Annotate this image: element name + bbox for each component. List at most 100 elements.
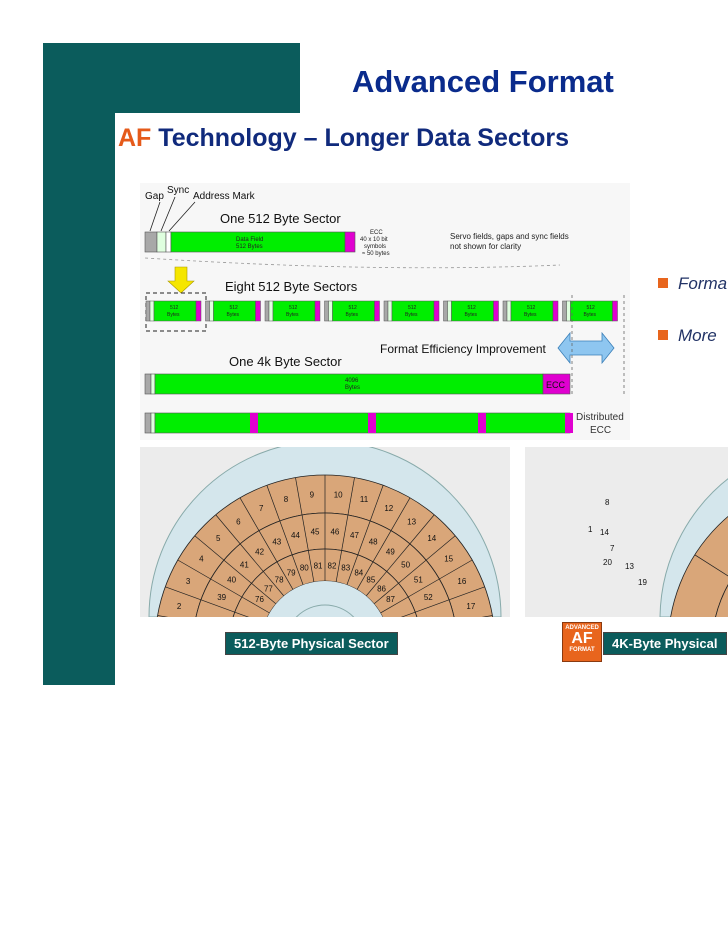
sector-number: 43 [272, 538, 281, 547]
data-field-bytes: 512 Bytes [236, 244, 263, 250]
bullet-item-1: Forma [658, 274, 727, 294]
small-sector-bytes: Bytes [465, 312, 478, 318]
small-sector-label: 512 [289, 305, 298, 311]
small-sector-bytes: Bytes [167, 312, 180, 318]
sector-number: 17 [466, 602, 475, 611]
small-sector-label: 512 [230, 305, 239, 311]
data-4096-label: 4096 [345, 378, 359, 384]
sector-number: 84 [354, 568, 363, 577]
sector-number: 15 [444, 554, 453, 563]
sector-number: 16 [457, 577, 466, 586]
small-sector-bytes: Bytes [227, 312, 240, 318]
sector-number: 7 [610, 544, 615, 553]
small-sector-bytes: Bytes [584, 312, 597, 318]
one-512-sector-label: One 512 Byte Sector [220, 211, 341, 226]
sector-number: 14 [600, 528, 609, 537]
sector-number: 46 [330, 527, 339, 536]
one-4k-sector-label: One 4k Byte Sector [229, 354, 342, 369]
bullet-item-2: More [658, 326, 717, 346]
sector-number: 44 [291, 531, 300, 540]
sector-number: 78 [275, 575, 284, 584]
sector-number: 13 [407, 517, 416, 526]
sector-number: 86 [377, 584, 386, 593]
small-sector-label: 512 [170, 305, 179, 311]
sector-number: 49 [386, 548, 395, 557]
sector-number: 87 [386, 595, 395, 604]
sector-number: 13 [625, 562, 634, 571]
sector-number: 39 [217, 593, 226, 602]
sector-number: 50 [401, 560, 410, 569]
sector-number: 79 [287, 568, 296, 577]
decorative-bar-top [115, 43, 300, 113]
sector-number: 41 [240, 560, 249, 569]
sector-number: 10 [334, 491, 343, 500]
sector-number: 83 [341, 564, 350, 573]
sector-number: 20 [603, 558, 612, 567]
sector-number: 8 [605, 498, 610, 507]
caption-512-byte: 512-Byte Physical Sector [225, 632, 398, 655]
sector-number: 45 [311, 527, 320, 536]
advanced-format-logo: ADVANCED AF FORMAT [562, 622, 602, 662]
sector-number: 82 [328, 561, 337, 570]
decorative-bar-left [43, 43, 115, 685]
sector-number: 80 [300, 564, 309, 573]
data-field-label: Data Field [236, 237, 263, 243]
sector-number: 1 [588, 525, 593, 534]
disk-4k-byte: 1 7 13 19 8 14 20 [588, 478, 728, 617]
ecc-note-line: ≈ 50 bytes [362, 251, 390, 257]
slide-title: Advanced Format [352, 64, 614, 99]
subtitle-rest: Technology – Longer Data Sectors [151, 124, 570, 152]
format-efficiency-label: Format Efficiency Improvement [380, 342, 546, 356]
ecc-label: ECC [546, 380, 566, 390]
slide-subtitle: AF Technology – Longer Data Sectors [118, 124, 569, 153]
eight-sector-row: 512Bytes512Bytes512Bytes512Bytes512Bytes… [145, 300, 618, 322]
sector-number: 76 [255, 595, 264, 604]
sector-number: 4 [199, 554, 204, 563]
small-sector-label: 512 [587, 305, 596, 311]
gap-label: Gap [145, 191, 164, 202]
sector-number: 7 [259, 504, 264, 513]
sector-number: 6 [236, 517, 241, 526]
efficiency-double-arrow-icon [557, 331, 615, 365]
small-sector-label: 512 [349, 305, 358, 311]
small-sector-bytes: Bytes [286, 312, 299, 318]
small-sector-label: 512 [468, 305, 477, 311]
distributed-label: Distributed [576, 412, 624, 423]
sector-number: 2 [177, 602, 182, 611]
caption-4k-byte: 4K-Byte Physical [603, 632, 727, 655]
sector-number: 81 [314, 561, 323, 570]
sector-number: 40 [227, 576, 236, 585]
sector-number: 14 [427, 534, 436, 543]
ecc-note-line: 40 x 10 bit [360, 237, 388, 243]
distributed-ecc-label: ECC [590, 425, 611, 436]
sector-number: 11 [360, 495, 369, 504]
eight-512-sectors-label: Eight 512 Byte Sectors [225, 279, 358, 294]
data-4096-bytes: Bytes [345, 385, 360, 391]
address-mark-label: Address Mark [193, 191, 256, 202]
sector-number: 8 [284, 495, 289, 504]
sector-number: 51 [414, 576, 423, 585]
bullet-square-icon [658, 330, 668, 340]
sector-number: 85 [366, 575, 375, 584]
ecc-note-line: ECC [370, 230, 383, 236]
sector-number: 5 [216, 534, 221, 543]
sector-number: 42 [255, 548, 264, 557]
small-sector-bytes: Bytes [405, 312, 418, 318]
sector-number: 3 [186, 577, 191, 586]
subtitle-af: AF [118, 124, 152, 152]
bullet-square-icon [658, 278, 668, 288]
sector-number: 9 [310, 491, 315, 500]
sector-number: 52 [424, 593, 433, 602]
sector-number: 12 [384, 504, 393, 513]
servo-note-2: not shown for clarity [450, 242, 521, 251]
sector-format-diagram: Gap Sync Address Mark One 512 Byte Secto… [140, 183, 630, 440]
small-sector-label: 512 [408, 305, 417, 311]
sector-number: 77 [264, 584, 273, 593]
down-arrow-icon [167, 266, 195, 294]
small-sector-label: 512 [527, 305, 536, 311]
ecc-note-line: symbols [364, 244, 386, 250]
sector-number: 47 [350, 531, 359, 540]
sector-number: 48 [369, 538, 378, 547]
